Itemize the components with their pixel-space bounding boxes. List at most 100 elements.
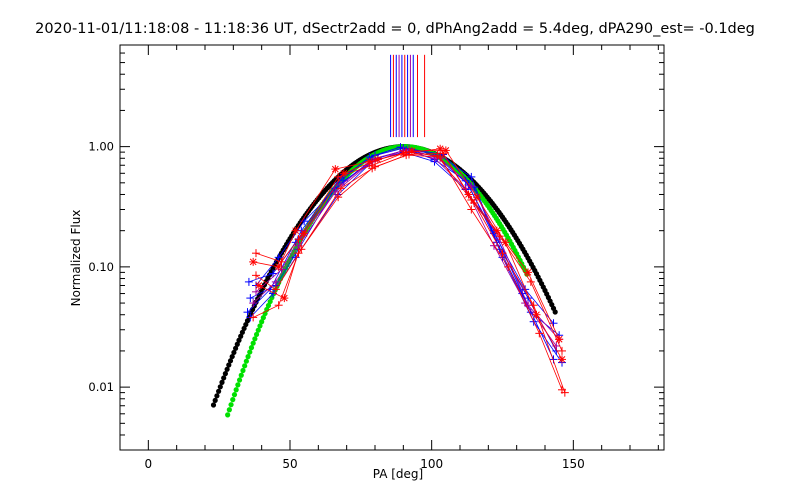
green-fit-dot	[253, 331, 260, 338]
green-fit-dot	[242, 363, 248, 369]
black-fit-dot	[216, 388, 222, 394]
data-point	[244, 277, 253, 286]
plot-contents	[210, 54, 569, 418]
black-fit-dot	[552, 309, 558, 315]
data-point	[331, 165, 340, 174]
black-fit-dot	[210, 402, 217, 408]
green-fit-dot	[259, 319, 265, 325]
data-point	[549, 319, 558, 328]
green-fit-dot	[247, 349, 253, 355]
plot-area: 0 50 100 150 0.01 0.10 1.00	[88, 44, 665, 471]
data-point	[271, 285, 280, 294]
black-fit-dot	[234, 341, 240, 347]
plot-frame	[119, 44, 665, 451]
green-fit-dot	[238, 372, 244, 378]
data-point	[249, 313, 258, 322]
black-fit-dot	[226, 362, 232, 368]
y-tick-label: 1.00	[88, 140, 114, 154]
data-point	[252, 271, 260, 280]
data-point	[246, 294, 255, 303]
x-tick-label: 100	[420, 457, 443, 471]
data-point	[490, 241, 498, 250]
data-point	[291, 226, 300, 235]
data-point	[339, 169, 348, 178]
black-fit-dot	[229, 353, 235, 360]
data-point	[532, 310, 541, 319]
green-fit-dot	[260, 315, 266, 321]
data-point	[492, 226, 501, 235]
data-point	[407, 146, 416, 155]
green-fit-dot	[240, 367, 246, 374]
data-point	[504, 262, 513, 271]
data-point	[473, 193, 481, 202]
data-point	[461, 184, 470, 193]
black-fit-dot	[236, 337, 242, 343]
data-point	[436, 152, 445, 161]
green-fit-dot	[265, 302, 272, 309]
data-point	[243, 308, 252, 317]
data-point	[254, 281, 263, 290]
data-point	[373, 155, 382, 164]
black-fit-dot	[239, 329, 245, 335]
black-fit-dot	[222, 371, 228, 377]
green-fit-dot	[267, 298, 273, 305]
green-fit-dot	[233, 387, 239, 393]
y-axis-label: Normalized Flux	[69, 210, 83, 307]
green-fit-dot	[236, 377, 243, 383]
data-point	[249, 257, 258, 266]
data-point	[402, 151, 411, 160]
data-point	[269, 269, 277, 278]
green-fit-dot	[248, 345, 255, 351]
black-fit-dot	[224, 366, 230, 372]
data-point	[558, 385, 566, 394]
green-fit-dot	[250, 340, 256, 346]
green-fit-dot	[230, 397, 236, 403]
green-fit-dot	[235, 382, 241, 388]
data-point	[277, 257, 286, 266]
data-point	[334, 193, 343, 202]
green-fit-dot	[252, 336, 258, 342]
chart-title: 2020-11-01/11:18:08 - 11:18:36 UT, dSect…	[35, 21, 755, 37]
black-fit-dot	[214, 393, 220, 399]
green-fit-dot	[243, 358, 249, 364]
data-point	[294, 249, 303, 258]
data-point	[337, 184, 345, 193]
x-tick-label: 50	[282, 457, 297, 471]
green-fit-dot	[226, 407, 232, 413]
green-fit-dot	[255, 327, 261, 333]
black-fit-dot	[219, 379, 225, 385]
x-tick-label: 0	[145, 457, 153, 471]
data-point	[467, 172, 476, 181]
green-fit-dot	[257, 323, 263, 329]
data-point	[274, 253, 283, 262]
data-point	[294, 235, 303, 244]
green-fit-dot	[228, 402, 234, 408]
data-point	[271, 277, 280, 286]
data-point	[467, 205, 476, 214]
black-fit-dot	[221, 375, 227, 381]
black-fit-dot	[238, 333, 244, 339]
data-point	[274, 262, 283, 271]
green-fit-dot	[245, 354, 251, 360]
black-fit-dot	[212, 397, 218, 403]
data-point	[249, 299, 258, 308]
green-fit-dot	[231, 392, 238, 398]
y-tick-label: 0.10	[88, 260, 114, 274]
data-point	[535, 329, 544, 338]
black-fit-dot	[233, 345, 239, 351]
x-axis-label: PA [deg]	[373, 467, 423, 481]
black-fit-dot	[227, 358, 234, 364]
data-point	[368, 164, 377, 173]
green-fit-dot	[225, 412, 231, 418]
data-point	[558, 346, 566, 355]
data-point	[274, 301, 283, 310]
green-fit-dot	[264, 306, 270, 313]
data-point	[334, 172, 343, 181]
data-point	[524, 268, 532, 277]
data-point	[252, 249, 260, 258]
black-fit-dot	[231, 349, 237, 356]
x-tick-label: 150	[562, 457, 585, 471]
data-point	[558, 355, 566, 364]
data-point	[552, 341, 561, 350]
